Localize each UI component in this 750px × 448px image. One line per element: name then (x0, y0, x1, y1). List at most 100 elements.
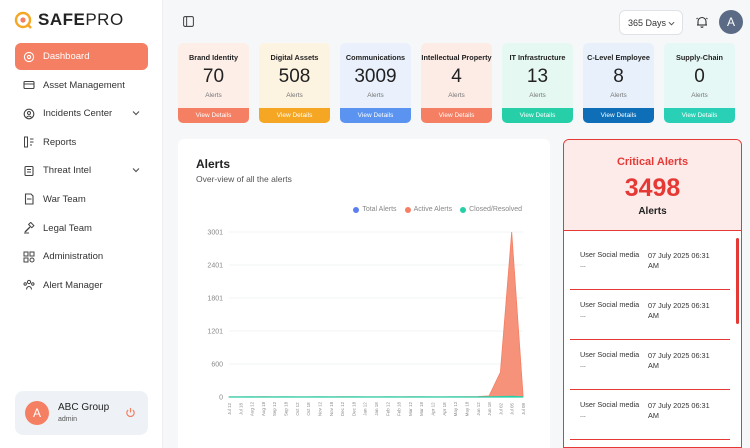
card-label: Alerts (610, 92, 627, 99)
sidebar-item-label: Legal Team (43, 222, 92, 234)
critical-alerts-panel: Critical Alerts 3498 Alerts User Social … (563, 139, 742, 448)
chevron-down-icon (668, 21, 675, 26)
card-communications: Communications 3009 Alerts View Details (340, 43, 411, 123)
chevron-down-icon[interactable] (132, 166, 140, 174)
alerts-chart-panel: 0 600 1201 1801 2401 3001 Jul 12 Jul 18 Aug 12 Au… (178, 139, 550, 448)
card-supply-chain: Supply-Chain 0 Alerts View Details (664, 43, 735, 123)
sidebar-nav: Dashboard Asset Management Incidents Cente… (15, 43, 148, 300)
critical-alert-item[interactable]: User Social media... 07 July 2025 06:31 A… (570, 340, 730, 390)
legend-label: Active Alerts (413, 206, 453, 213)
view-details-button[interactable]: View Details (259, 108, 330, 123)
user-card[interactable]: A ABC Group admin (15, 391, 148, 435)
y-tick-label: 600 (211, 362, 223, 369)
sidebar-item-alert-manager[interactable]: Alert Manager (15, 272, 148, 299)
sidebar-item-threat-intel[interactable]: Threat Intel (15, 157, 148, 184)
power-icon[interactable] (125, 407, 136, 418)
sidebar-item-label: Incidents Center (43, 108, 113, 120)
card-title: Intellectual Property (421, 53, 492, 62)
alert-ellipsis: ... (580, 262, 586, 269)
alert-time: 07 July 2025 06:31 AM (648, 251, 710, 270)
threat-icon (24, 165, 34, 176)
view-details-button[interactable]: View Details (340, 108, 411, 123)
bell-icon[interactable] (695, 15, 709, 29)
x-tick-label: Jan 12 (363, 402, 368, 416)
date-range-select[interactable]: 365 Days (619, 10, 683, 35)
legend-label: Closed/Resolved (469, 206, 522, 213)
alert-ellipsis: ... (580, 362, 586, 369)
x-tick-label: Jul 02 (498, 403, 503, 416)
sidebar-item-label: Alert Manager (43, 279, 103, 291)
critical-alert-item[interactable]: User Social media... 07 July 2025 06:31 A… (570, 390, 730, 440)
header-avatar[interactable]: A (719, 10, 743, 34)
sidebar-item-asset-management[interactable]: Asset Management (15, 72, 148, 99)
chart-legend: Total Alerts Active Alerts Closed/Resolved (353, 206, 522, 213)
view-details-button[interactable]: View Details (421, 108, 492, 123)
x-tick-label: Nov 18 (329, 401, 334, 416)
alerts-chart-subtitle: Over-view of all the alerts (196, 174, 292, 184)
incidents-icon (23, 108, 35, 120)
x-tick-label: Jan 18 (374, 402, 379, 416)
critical-alerts-count: 3498 (624, 174, 681, 202)
sidebar-item-label: Reports (43, 136, 77, 148)
legend-item[interactable]: Total Alerts (353, 206, 397, 213)
card-label: Alerts (529, 92, 546, 99)
card-value: 508 (278, 66, 311, 87)
sidebar-item-incidents-center[interactable]: Incidents Center (15, 100, 148, 127)
sidebar-item-administration[interactable]: Administration (15, 243, 148, 270)
critical-list-scrollbar[interactable] (736, 238, 739, 324)
view-details-button[interactable]: View Details (583, 108, 654, 123)
card-value: 8 (613, 66, 624, 87)
sidebar-item-label: Threat Intel (43, 165, 92, 177)
card-title: Supply-Chain (675, 53, 724, 62)
legend-dot-icon (404, 206, 411, 213)
chevron-down-icon[interactable] (132, 109, 140, 117)
x-tick-label: Jul 18 (238, 403, 243, 416)
critical-alert-item[interactable]: User Social media... 07 July 2025 06:31 A… (570, 240, 730, 290)
card-title: Brand Identity (188, 53, 239, 62)
card-value: 70 (202, 66, 225, 87)
brand-name: SAFEPRO (38, 10, 124, 29)
sidebar: SAFEPRO Dashboard Asset Management Inciden… (0, 0, 163, 448)
alert-manager-icon (23, 280, 35, 290)
card-c-level-employee: C-Level Employee 8 Alerts View Details (583, 43, 654, 123)
legend-item[interactable]: Closed/Resolved (460, 206, 522, 213)
x-tick-label: Jul 05 (510, 403, 515, 416)
critical-alert-item[interactable]: User Social media... 07 July 2025 06:31 A… (570, 290, 730, 340)
card-title: Digital Assets (270, 53, 319, 62)
view-details-button[interactable]: View Details (502, 108, 573, 123)
x-tick-label: May 18 (464, 401, 469, 416)
alert-source: User Social media (580, 350, 640, 359)
y-tick-label: 3001 (207, 230, 223, 237)
sidebar-item-legal-team[interactable]: Legal Team (15, 215, 148, 242)
user-name: ABC Group (58, 402, 110, 413)
sidebar-item-reports[interactable]: Reports (15, 129, 148, 156)
series-active-alerts-area (228, 231, 524, 398)
reports-icon (24, 136, 34, 148)
x-tick-label: Mar 12 (408, 402, 413, 417)
alert-source: User Social media (580, 300, 640, 309)
card-label: Alerts (205, 92, 222, 99)
user-role: admin (58, 416, 78, 423)
view-details-button[interactable]: View Details (178, 108, 249, 123)
x-tick-label: Jun 12 (476, 402, 481, 416)
y-tick-label: 0 (219, 395, 223, 402)
sidebar-item-war-team[interactable]: War Team (15, 186, 148, 213)
critical-alerts-title: Critical Alerts (616, 156, 689, 168)
critical-alerts-header: Critical Alerts 3498 Alerts (564, 140, 741, 231)
y-tick-label: 1801 (207, 295, 223, 302)
x-tick-label: Jul 12 (227, 403, 232, 416)
x-tick-label: Sep 18 (284, 401, 289, 416)
x-tick-label: Feb 12 (385, 402, 390, 417)
legend-item[interactable]: Active Alerts (404, 206, 453, 213)
legend-label: Total Alerts (362, 206, 397, 213)
sidebar-toggle-icon[interactable] (183, 16, 194, 27)
sidebar-item-label: Administration (43, 251, 104, 263)
x-tick-label: Feb 18 (397, 402, 402, 417)
card-label: Alerts (286, 92, 303, 99)
sidebar-item-dashboard[interactable]: Dashboard (15, 43, 148, 70)
brand-logo[interactable]: SAFEPRO (14, 10, 124, 30)
legal-icon (24, 222, 35, 234)
sidebar-item-label: Dashboard (43, 51, 90, 62)
x-tick-label: Jul 08 (521, 403, 526, 416)
view-details-button[interactable]: View Details (664, 108, 735, 123)
